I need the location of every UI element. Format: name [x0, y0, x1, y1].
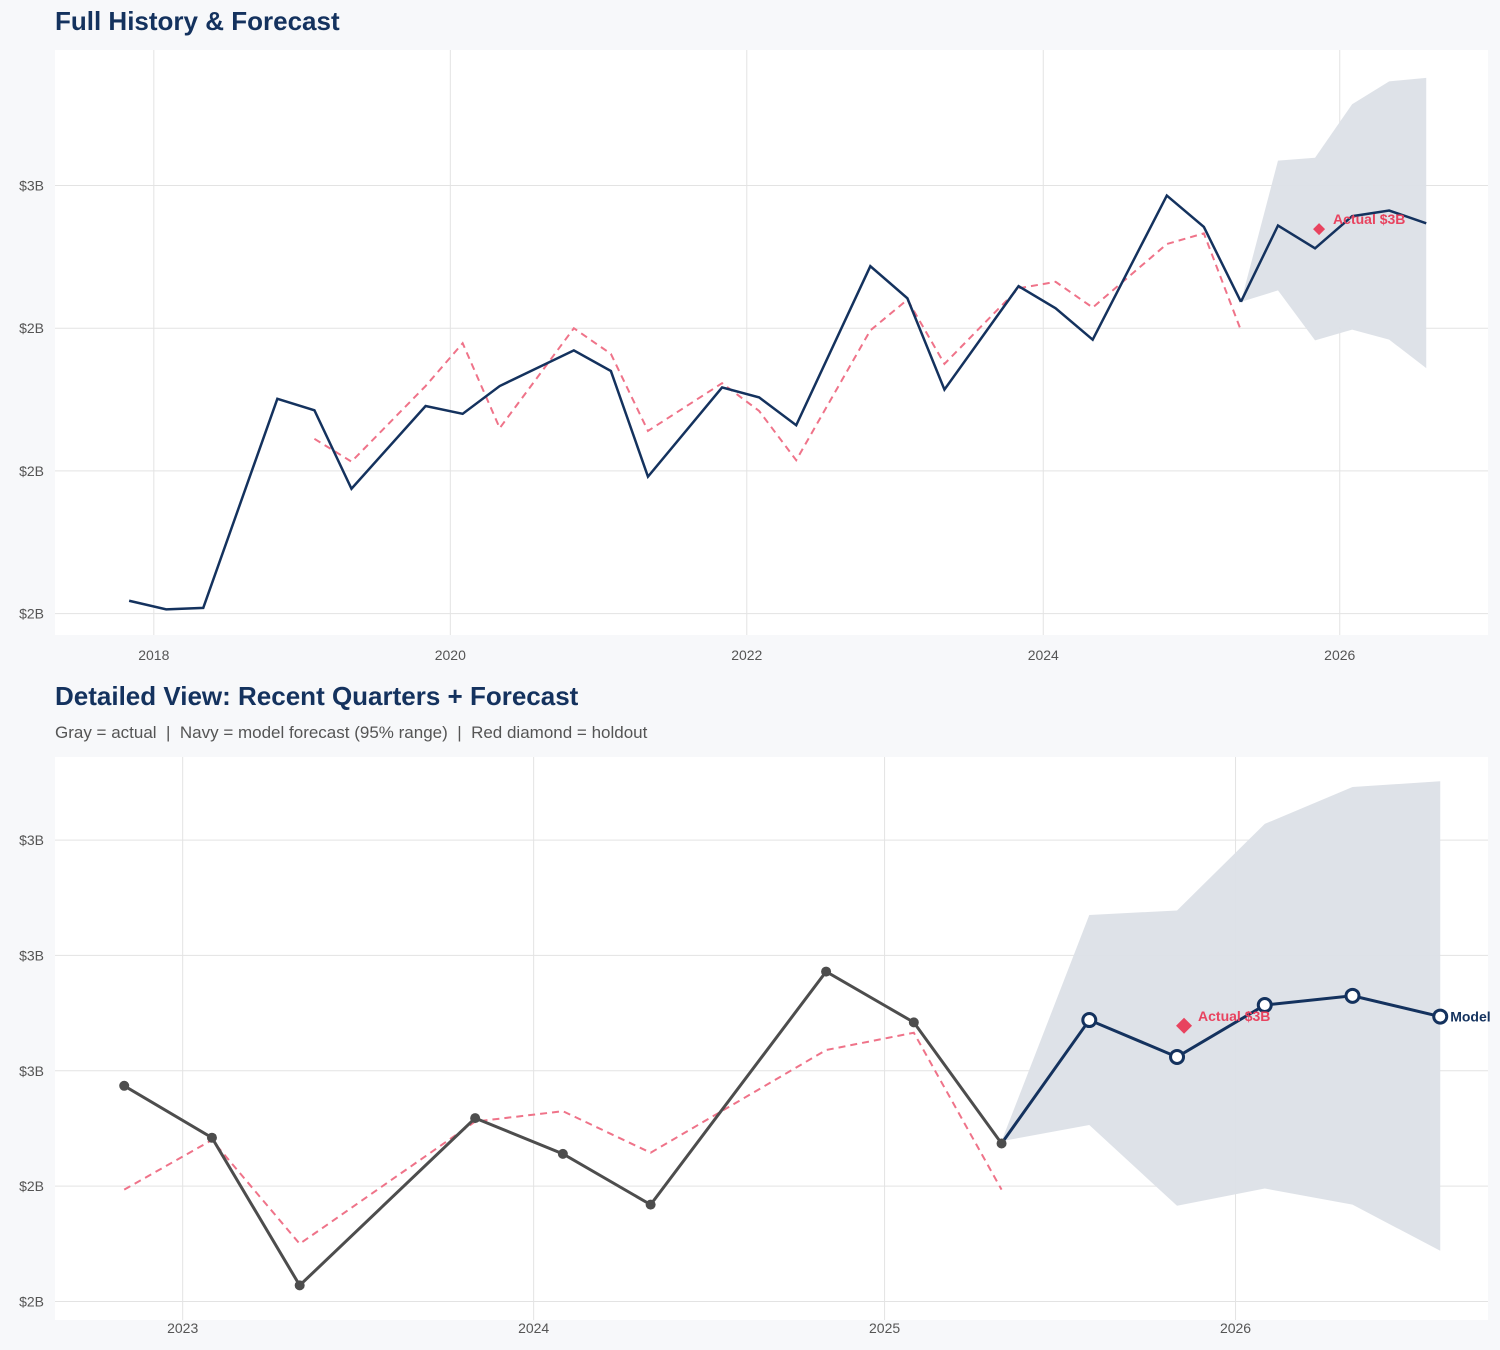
forecast-interval-band	[1240, 77, 1427, 369]
x-tick-label: 2026	[1220, 1320, 1251, 1336]
actual-point	[206, 1132, 217, 1143]
x-tick-label: 2025	[869, 1320, 900, 1336]
bottom-chart-title: Detailed View: Recent Quarters + Forecas…	[55, 681, 579, 711]
x-tick-label: 2018	[138, 647, 169, 663]
x-tick-label: 2020	[435, 647, 466, 663]
forecast-point	[1344, 987, 1361, 1004]
plot-area	[55, 50, 1488, 635]
x-tick-label: 2023	[167, 1320, 198, 1336]
forecast-line	[1000, 994, 1441, 1145]
top-chart-title: Full History & Forecast	[55, 6, 340, 36]
actual-point	[294, 1280, 305, 1291]
forecast-point	[1169, 1048, 1186, 1065]
dashed-comparison-line	[313, 232, 1242, 463]
forecast-interval-band	[1001, 781, 1441, 1251]
holdout-label: Actual $3B	[1198, 1008, 1270, 1024]
forecast-point	[1432, 1008, 1449, 1025]
holdout-diamond	[1176, 1017, 1193, 1034]
actual-point	[557, 1148, 568, 1159]
y-tick-label: $2B	[19, 1178, 44, 1194]
y-tick-label: $3B	[19, 947, 44, 963]
actual-point	[821, 966, 832, 977]
holdout-label: Actual $3B	[1333, 211, 1405, 227]
model-end-label: Model	[1450, 1009, 1490, 1025]
x-tick-label: 2024	[518, 1320, 549, 1336]
y-tick-label: $3B	[19, 178, 44, 194]
x-tick-label: 2022	[731, 647, 762, 663]
actual-point	[645, 1199, 656, 1210]
actual-point	[470, 1113, 481, 1124]
chart-0: 2018 2020 2022 2024 2026 $3B $2B $2B $2B Actual $…	[19, 50, 1488, 663]
actual-point	[119, 1080, 130, 1091]
forecast-point	[1256, 997, 1273, 1014]
actual-line	[128, 193, 1243, 611]
x-tick-label: 2026	[1324, 647, 1355, 663]
x-tick-label: 2024	[1028, 647, 1059, 663]
forecast-point	[1081, 1012, 1098, 1029]
y-tick-label: $3B	[19, 832, 44, 848]
bottom-chart-subtitle: Gray = actual | Navy = model forecast (9…	[55, 723, 648, 742]
dashed-comparison-line	[123, 1031, 1003, 1246]
y-tick-label: $3B	[19, 1063, 44, 1079]
y-tick-label: $2B	[19, 463, 44, 479]
actual-point	[996, 1138, 1007, 1149]
y-tick-label: $2B	[19, 320, 44, 336]
holdout-diamond	[1313, 223, 1326, 236]
forecast-line	[1239, 209, 1427, 303]
y-tick-label: $2B	[19, 1294, 44, 1310]
chart-1: 2023 2024 2025 2026 $3B $3B $3B $2B $2B Actual $3…	[19, 757, 1491, 1336]
actual-point	[908, 1017, 919, 1028]
y-tick-label: $2B	[19, 606, 44, 622]
